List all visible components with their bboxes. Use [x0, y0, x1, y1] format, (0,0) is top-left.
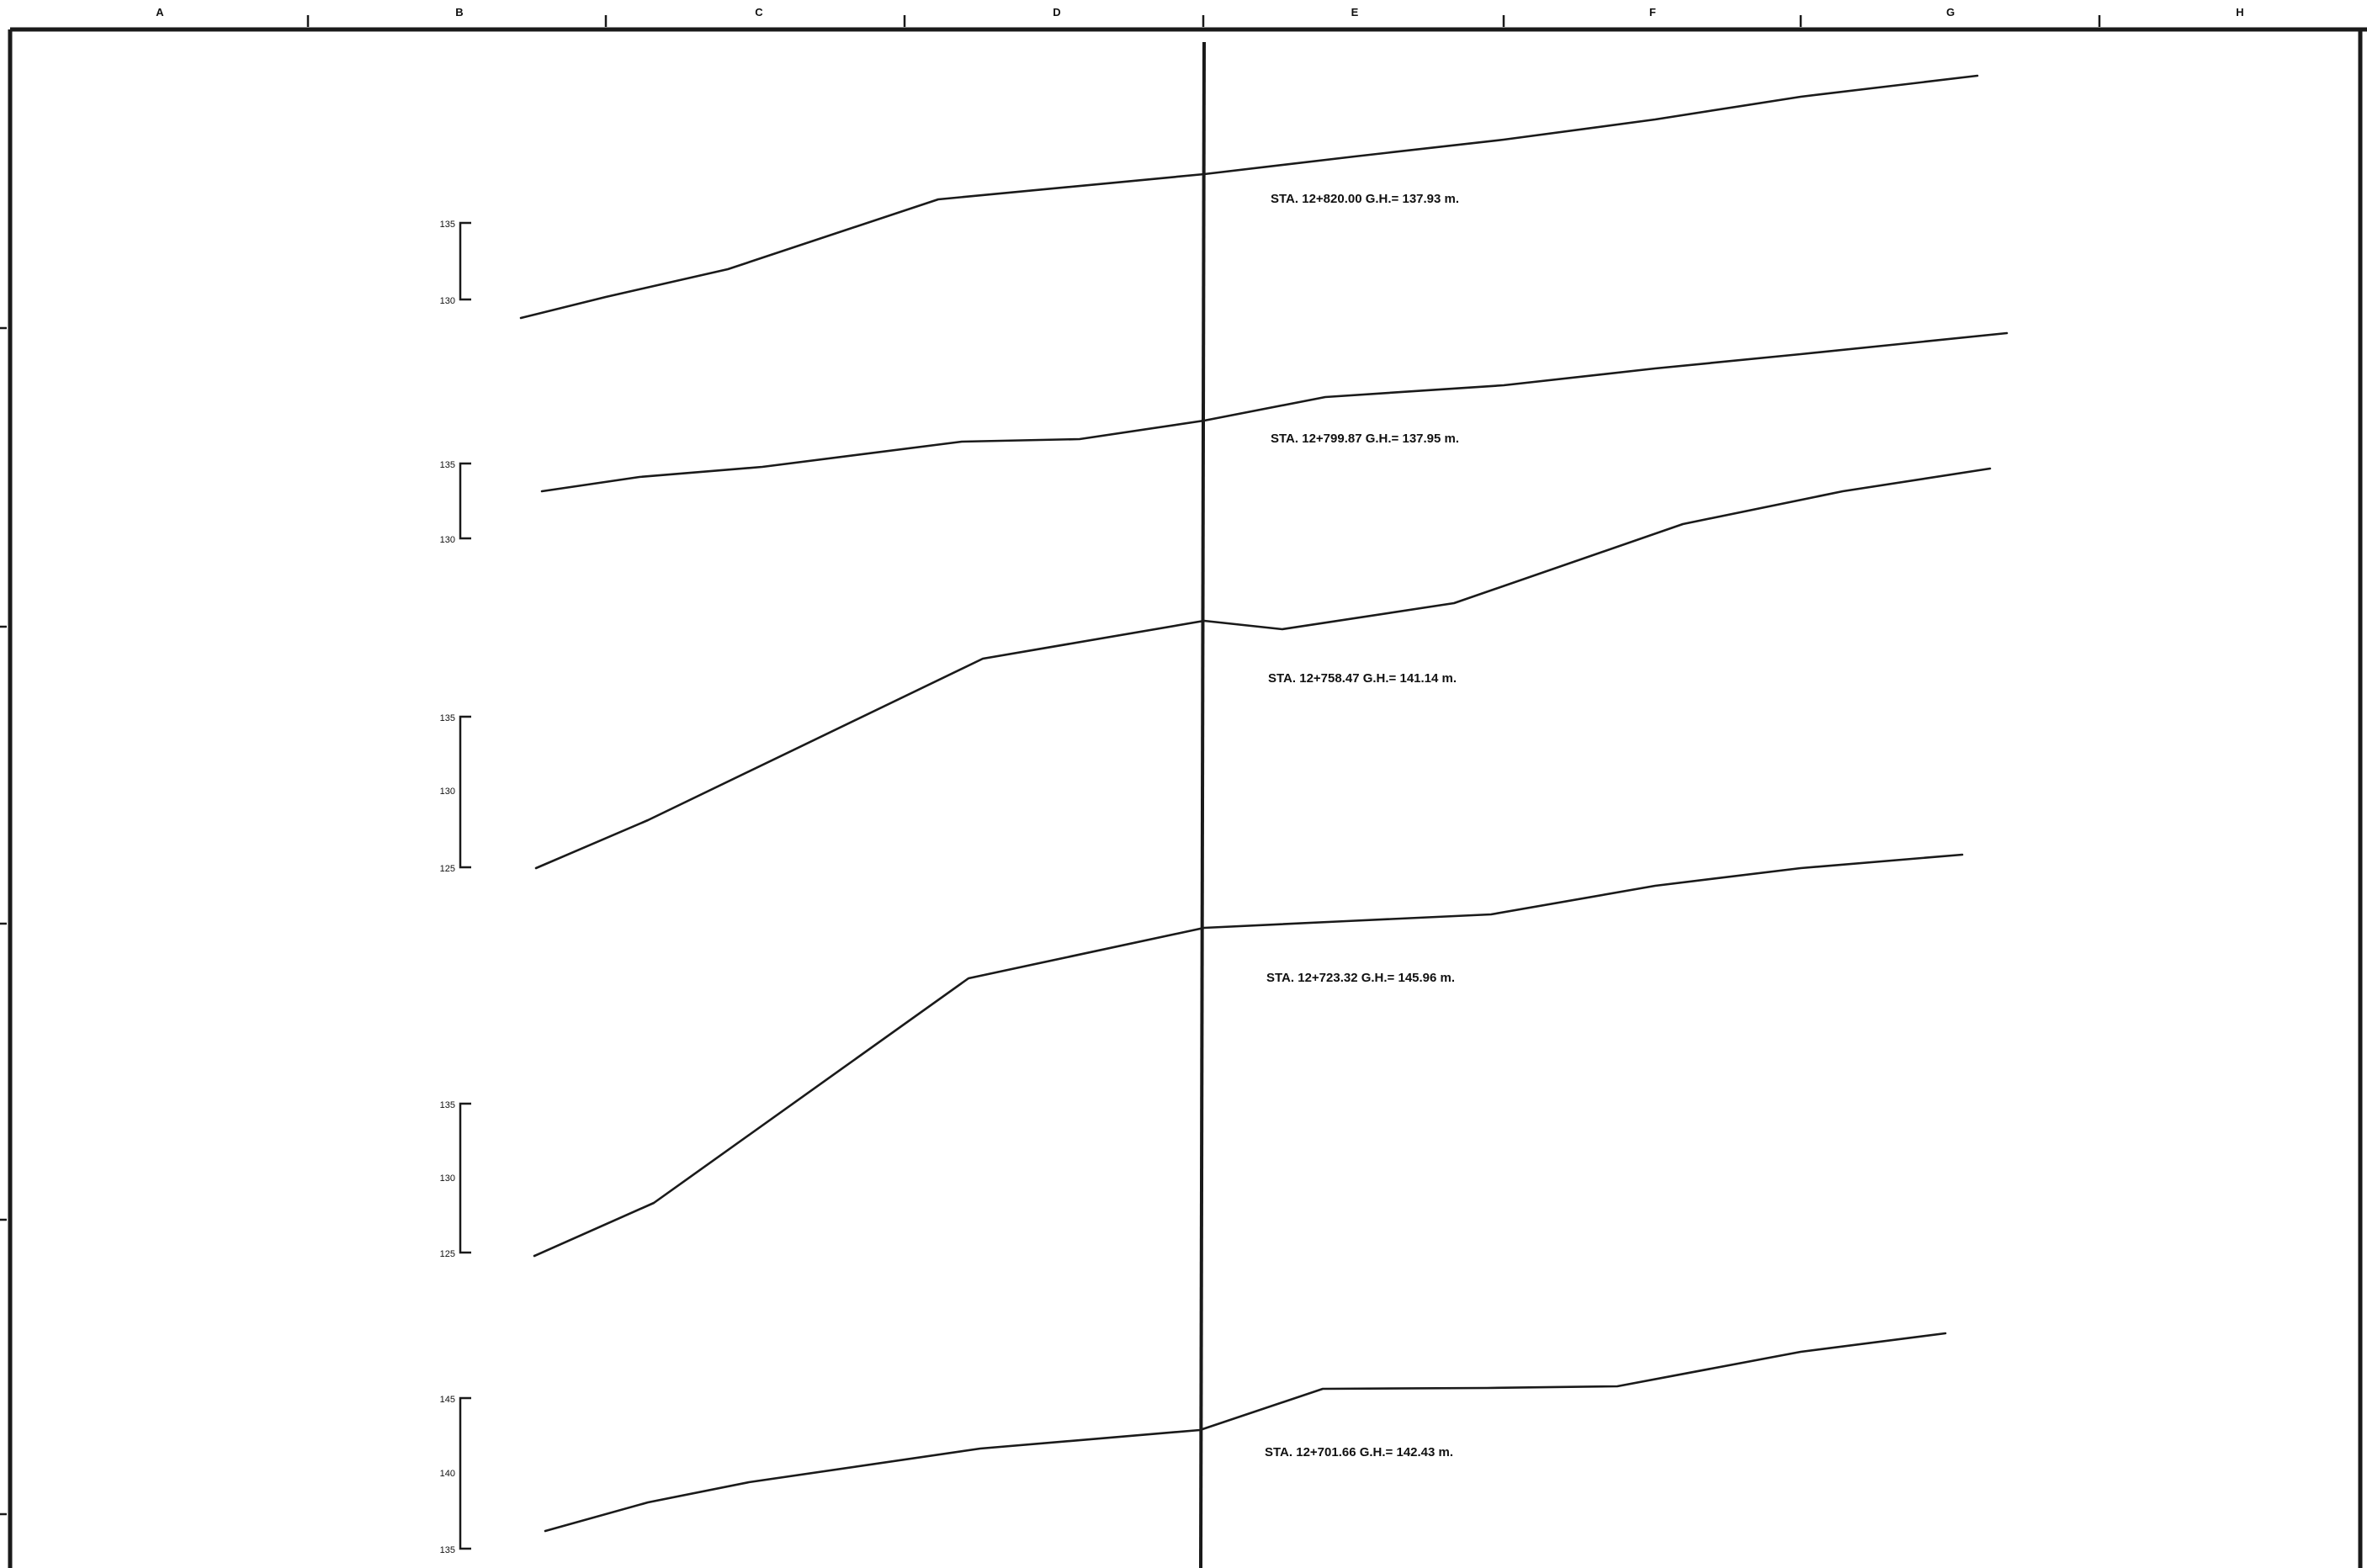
ground-profile-line	[519, 74, 1979, 320]
station-label: STA. 12+758.47 G.H.= 141.14 m.	[1268, 671, 1457, 686]
station-label: STA. 12+799.87 G.H.= 137.95 m.	[1271, 432, 1459, 446]
elevation-scale-bar	[459, 715, 471, 869]
elevation-scale-bar	[459, 1396, 471, 1550]
scale-label-top: 135	[440, 220, 455, 230]
scale-label-bottom: 130	[440, 535, 455, 545]
scale-label-bottom: 125	[440, 864, 455, 874]
grid-letter-e: E	[1351, 6, 1359, 19]
elevation-scale-bar	[459, 462, 471, 540]
scale-label-mid: 130	[440, 787, 455, 797]
scale-label-bottom: 130	[440, 296, 455, 306]
grid-letter-b: B	[455, 6, 463, 19]
grid-letter-g: G	[1946, 6, 1955, 19]
station-label: STA. 12+820.00 G.H.= 137.93 m.	[1271, 192, 1459, 206]
grid-letter-a: A	[156, 6, 164, 19]
cross-section-sta-12-758: 135 130 125 STA. 12+758.47 G.H.= 141.14 …	[440, 467, 1992, 874]
scale-label-bottom: 135	[440, 1545, 455, 1555]
ground-profile-line	[544, 1332, 1947, 1533]
scale-label-mid: 140	[440, 1469, 455, 1479]
ground-profile-line	[540, 331, 2009, 493]
grid-letter-d: D	[1053, 6, 1060, 19]
cross-section-sta-12-820: 135 130 STA. 12+820.00 G.H.= 137.93 m.	[440, 74, 1979, 320]
scale-label-bottom: 125	[440, 1249, 455, 1259]
row-ticks	[0, 326, 7, 1516]
grid-letter-c: C	[755, 6, 763, 19]
scale-label-mid: 130	[440, 1173, 455, 1184]
cross-section-sta-12-723: 135 130 125 STA. 12+723.32 G.H.= 145.96 …	[440, 853, 1964, 1259]
elevation-scale-bar	[459, 221, 471, 301]
scale-label-top: 135	[440, 1100, 455, 1110]
station-label: STA. 12+723.32 G.H.= 145.96 m.	[1266, 971, 1455, 985]
cross-section-sta-12-701: 145 140 135 STA. 12+701.66 G.H.= 142.43 …	[440, 1332, 1947, 1555]
grid-letter-f: F	[1649, 6, 1656, 19]
scale-label-top: 145	[440, 1395, 455, 1405]
ground-profile-line	[533, 853, 1964, 1258]
scale-label-top: 135	[440, 460, 455, 470]
scale-label-top: 135	[440, 713, 455, 723]
ground-profile-line	[534, 467, 1992, 870]
station-label: STA. 12+701.66 G.H.= 142.43 m.	[1265, 1445, 1453, 1459]
elevation-scale-bar	[459, 1102, 471, 1254]
grid-reference-strip: A B C D E F G H	[8, 6, 2367, 1568]
centerline	[1199, 41, 1206, 1568]
cross-section-sta-12-799: 135 130 STA. 12+799.87 G.H.= 137.95 m.	[440, 331, 2009, 545]
grid-letter-h: H	[2236, 6, 2243, 19]
